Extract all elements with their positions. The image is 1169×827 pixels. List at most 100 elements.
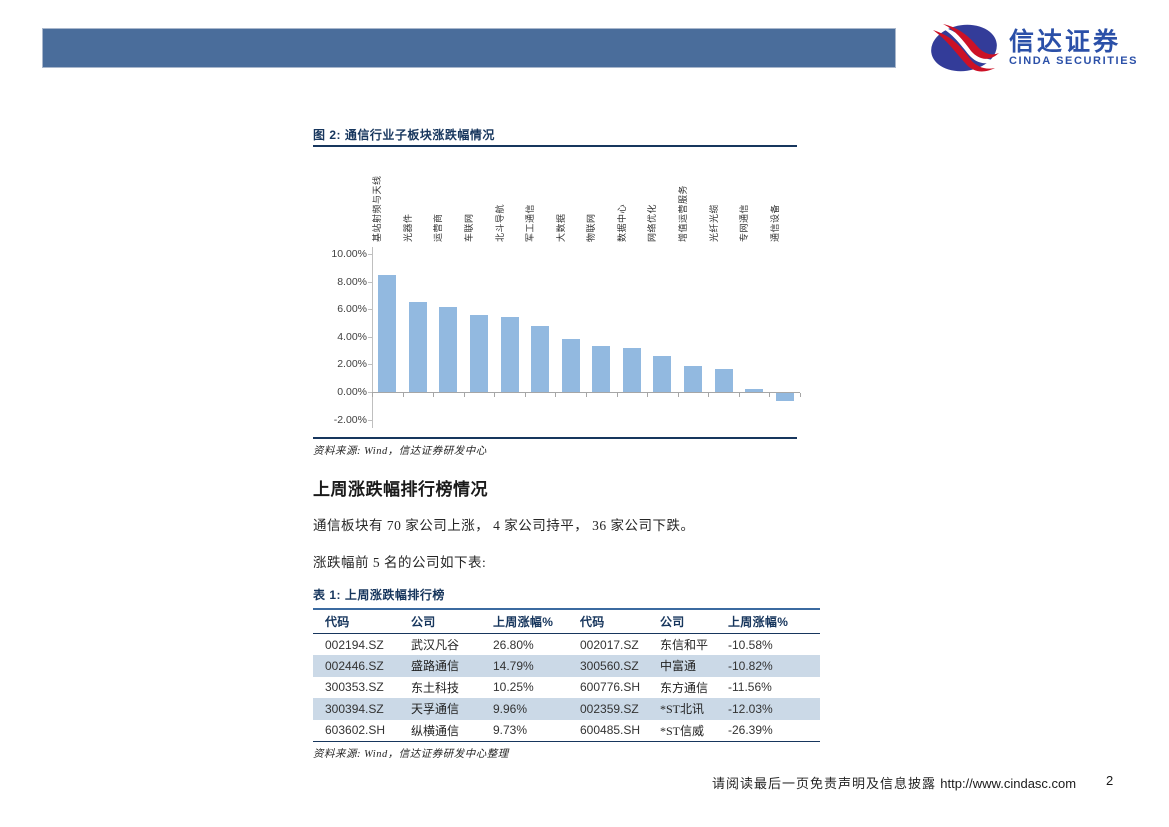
x-axis-tick [524, 393, 526, 397]
y-axis-line [372, 247, 373, 428]
y-axis-tick-label: 10.00% [331, 248, 367, 260]
cell-company: *ST信威 [660, 723, 705, 738]
bar-11 [683, 365, 702, 392]
table-source: 资料来源: Wind，信达证券研发中心整理 [313, 748, 509, 760]
cell-change: -26.39% [728, 723, 773, 737]
bar-12 [714, 369, 733, 392]
table-header-cell: 公司 [399, 609, 481, 634]
table-header-cell: 公司 [648, 609, 716, 634]
figure-top-rule [313, 145, 797, 147]
footer-url: http://www.cindasc.com [940, 776, 1077, 791]
category-label: 光器件 [402, 213, 413, 242]
cell-change: 9.96% [493, 701, 528, 716]
category-label: 物联网 [586, 213, 597, 242]
bar-6 [531, 326, 550, 392]
x-axis-tick [402, 393, 404, 397]
x-axis-tick [555, 393, 557, 397]
y-axis-tick [368, 364, 372, 366]
x-axis-tick [616, 393, 618, 397]
y-axis-tick-label: 6.00% [337, 303, 367, 316]
x-axis-tick [494, 393, 496, 397]
header-bar [42, 28, 896, 68]
bar-7 [561, 338, 580, 392]
y-axis-tick-label: -2.00% [333, 413, 367, 426]
footer-disclaimer-text: 请阅读最后一页免责声明及信息披露 [712, 776, 937, 791]
cinda-logo-text: 信达证券 CINDA SECURITIES [1009, 29, 1138, 68]
table-block: 表 1: 上周涨跌幅排行榜 代码 公司 上周涨幅% 代码 公司 上周涨幅% 002194.… [313, 586, 820, 761]
cell-change: -11.56% [728, 680, 772, 695]
category-label: 军工通信 [525, 203, 536, 242]
x-axis-tick [647, 393, 649, 397]
cell-code: 603602.SH [325, 723, 386, 737]
cell-company: 武汉凡谷 [411, 638, 460, 652]
paragraph-top5-intro: 涨跌幅前 5 名的公司如下表: [313, 555, 487, 570]
bar-14 [775, 393, 794, 402]
page-footer: 请阅读最后一页免责声明及信息披露 http://www.cindasc.com … [0, 773, 1169, 793]
table-header-row: 代码 公司 上周涨幅% 代码 公司 上周涨幅% [313, 609, 820, 634]
cell-code: 300353.SZ [325, 680, 384, 695]
bar-5 [500, 316, 519, 392]
cell-code: 300560.SZ [580, 658, 639, 673]
page-number: 2 [1106, 773, 1114, 788]
y-axis-tick [368, 336, 372, 338]
table-row: 002194.SZ 武汉凡谷 26.80% 002017.SZ 东信和平 -10.58% [313, 634, 820, 656]
category-label: 光纤光缆 [708, 203, 719, 242]
cell-code: 600776.SH [580, 680, 641, 695]
x-axis-tick [433, 393, 435, 397]
cell-code: 002017.SZ [580, 637, 639, 652]
y-axis-tick [368, 309, 372, 311]
x-axis-line [372, 392, 800, 393]
logo-chinese-name: 信达证券 [1009, 27, 1122, 56]
table-title-rule [313, 608, 820, 610]
cell-code: 002194.SZ [325, 637, 384, 652]
y-axis-tick [368, 254, 372, 255]
category-label: 专网通信 [739, 203, 750, 242]
category-label: 通信设备 [769, 203, 780, 242]
category-label: 运营商 [433, 213, 444, 242]
bar-3 [439, 307, 458, 392]
cell-code: 600485.SH [580, 723, 641, 737]
figure-source: 资料来源: Wind，信达证券研发中心 [313, 446, 487, 457]
figure-bottom-rule [313, 437, 797, 439]
cell-change: -10.82% [728, 658, 773, 673]
cell-company: 纵横通信 [411, 723, 460, 738]
bar-4 [469, 315, 488, 392]
bar-1 [378, 275, 397, 392]
cell-company: 东方通信 [660, 680, 709, 695]
rank-table: 代码 公司 上周涨幅% 代码 公司 上周涨幅% 002194.SZ 武汉凡谷 26.80% 00… [313, 609, 820, 742]
cell-code: 002359.SZ [580, 701, 639, 716]
paragraph-updown-counts: 通信板块有 70 家公司上涨， 4 家公司持平， 36 家公司下跌。 [313, 518, 695, 533]
y-axis-tick-label: 8.00% [337, 275, 367, 288]
table-header-cell: 上周涨幅% [716, 609, 820, 634]
x-axis-tick [372, 393, 373, 397]
bar-9 [622, 347, 641, 392]
x-axis-tick [708, 393, 710, 397]
cinda-logo: 信达证券 CINDA SECURITIES [925, 22, 1140, 74]
x-axis-tick [463, 393, 465, 397]
cell-company: 东土科技 [411, 680, 460, 695]
x-axis-tick [799, 393, 801, 397]
bar-2 [408, 301, 427, 392]
y-axis-tick [368, 419, 372, 421]
table-row: 300394.SZ 天孚通信 9.96% 002359.SZ *ST北讯 -12.03% [313, 698, 820, 720]
figure-title: 图 2: 通信行业子板块涨跌幅情况 [313, 128, 495, 142]
table-header-cell: 代码 [313, 609, 399, 634]
table-row: 603602.SH 纵横通信 9.73% 600485.SH *ST信威 -26.39% [313, 720, 820, 742]
cell-company: 天孚通信 [411, 702, 460, 717]
footer-disclaimer: 请阅读最后一页免责声明及信息披露 http://www.cindasc.com [712, 773, 1076, 792]
cell-change: 14.79% [493, 658, 534, 673]
y-axis-tick [368, 281, 372, 283]
cell-code: 002446.SZ [325, 658, 384, 673]
section-heading: 上周涨跌幅排行榜情况 [313, 480, 488, 499]
cell-company: 东信和平 [660, 638, 709, 652]
y-axis-tick-label: 0.00% [337, 386, 367, 398]
bar-10 [653, 356, 672, 392]
bar-13 [745, 388, 764, 392]
table-header-cell: 上周涨幅% [481, 609, 568, 634]
category-label: 数据中心 [616, 203, 627, 242]
y-axis-tick-label: 2.00% [337, 358, 367, 371]
table-title: 表 1: 上周涨跌幅排行榜 [313, 588, 445, 602]
cell-change: 10.25% [493, 680, 534, 695]
table-row: 002446.SZ 盛路通信 14.79% 300560.SZ 中富通 -10.82% [313, 655, 820, 677]
category-label: 大数据 [555, 213, 566, 242]
